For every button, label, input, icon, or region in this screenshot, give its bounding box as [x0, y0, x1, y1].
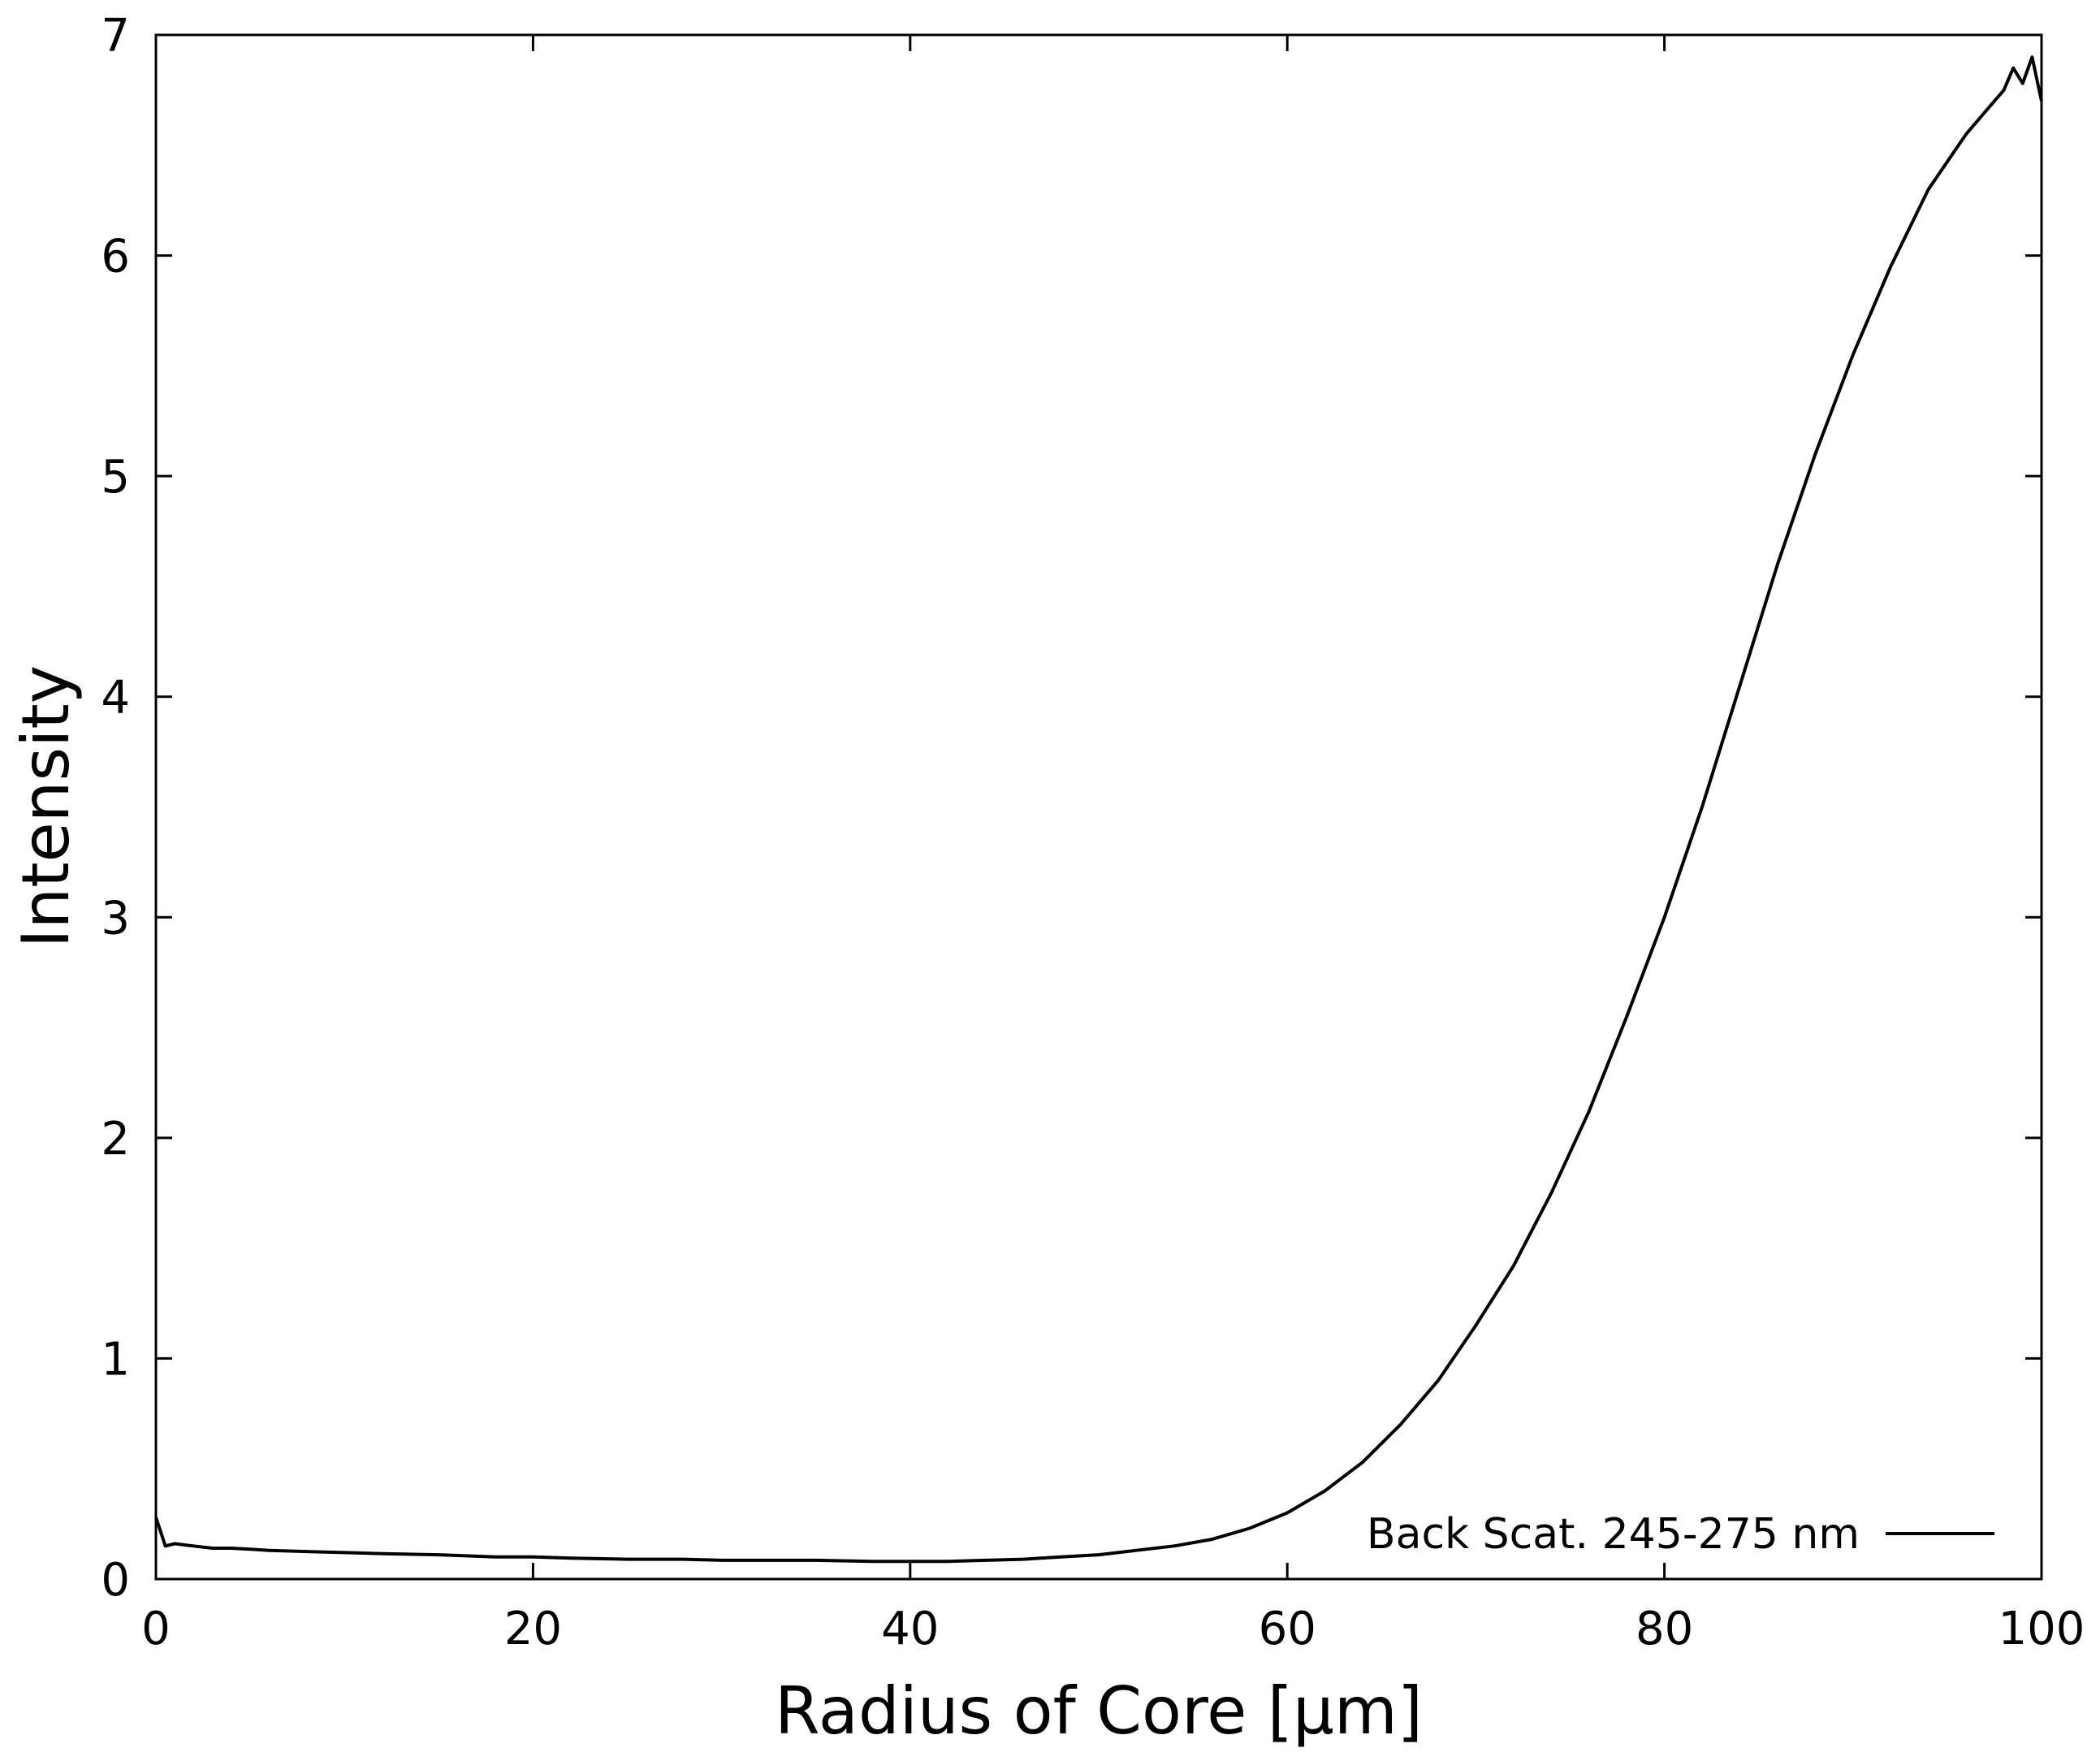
y-tick-label: 0 — [101, 1554, 130, 1607]
x-tick-label: 100 — [1998, 1603, 2085, 1655]
x-tick-label: 0 — [141, 1603, 171, 1655]
series-layer — [154, 55, 2043, 1564]
axis-ticks — [154, 33, 2043, 1581]
x-tick-label: 20 — [504, 1603, 562, 1655]
x-tick-label: 40 — [881, 1603, 939, 1655]
x-tick-label: 60 — [1259, 1603, 1316, 1655]
x-axis-title: Radius of Core [μm] — [775, 1673, 1423, 1749]
tick-labels: 0 20 40 60 80 100 0 1 2 3 4 5 6 7 — [101, 10, 2085, 1655]
y-tick-label: 6 — [101, 231, 130, 283]
y-tick-label: 7 — [101, 10, 130, 63]
y-axis-title: Intensity — [8, 665, 84, 948]
x-tick-label: 80 — [1635, 1603, 1693, 1655]
y-tick-label: 4 — [101, 672, 130, 725]
y-tick-label: 1 — [101, 1333, 130, 1386]
series-line-back-scat — [154, 55, 2043, 1564]
y-tick-label: 5 — [101, 451, 130, 504]
y-tick-label: 2 — [101, 1113, 130, 1166]
plot-area-frame — [154, 33, 2043, 1581]
y-tick-label: 3 — [101, 892, 130, 945]
legend-label: Back Scat. 245-275 nm — [1367, 1510, 1860, 1559]
legend: Back Scat. 245-275 nm — [1367, 1510, 1994, 1559]
